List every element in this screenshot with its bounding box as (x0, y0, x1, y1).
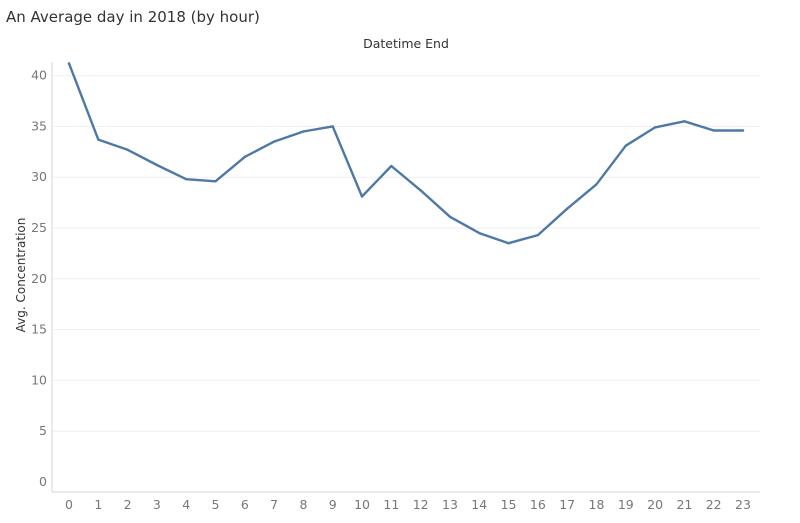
x-tick-label: 12 (413, 497, 429, 512)
y-tick-label: 25 (31, 220, 47, 235)
x-tick-label: 1 (94, 497, 102, 512)
data-point (683, 120, 686, 123)
data-point (67, 62, 71, 65)
data-point (360, 195, 364, 198)
x-tick-label: 21 (676, 497, 692, 512)
data-point (390, 164, 393, 168)
data-point (712, 129, 715, 132)
y-tick-label: 10 (31, 372, 47, 387)
x-tick-label: 2 (124, 497, 132, 512)
x-tick-label: 8 (299, 497, 307, 512)
data-point (155, 163, 159, 167)
x-tick-label: 6 (241, 497, 249, 512)
x-tick-label: 18 (589, 497, 605, 512)
data-point (302, 130, 305, 133)
x-tick-label: 17 (559, 497, 575, 512)
x-tick-label: 16 (530, 497, 546, 512)
x-tick-label: 15 (501, 497, 517, 512)
chart-title: An Average day in 2018 (by hour) (6, 8, 260, 26)
x-tick-label: 5 (212, 497, 220, 512)
data-point (185, 178, 188, 181)
data-point (741, 129, 745, 132)
data-point (126, 148, 129, 151)
data-point (478, 231, 481, 235)
y-tick-label: 5 (39, 423, 47, 438)
x-tick-label: 10 (354, 497, 370, 512)
y-tick-label: 20 (31, 271, 47, 286)
axes (51, 62, 760, 493)
data-point (419, 189, 422, 192)
x-tick-label: 9 (329, 497, 337, 512)
data-point (653, 126, 657, 129)
x-tick-labels: 0 1 2 3 4 5 6 7 8 9 10 11 12 13 14 15 16 17 18 19 20 21 22 23 (65, 497, 751, 512)
series-line (67, 62, 745, 245)
x-tick-label: 22 (706, 497, 722, 512)
x-tick-label: 14 (471, 497, 487, 512)
data-point (97, 138, 100, 141)
data-point (272, 140, 276, 143)
data-point (331, 125, 334, 128)
x-tick-label: 13 (442, 497, 458, 512)
data-point (243, 155, 247, 159)
data-point (536, 233, 540, 237)
x-tick-label: 11 (383, 497, 399, 512)
y-tick-labels: 0 5 10 15 20 25 30 35 40 (31, 68, 47, 489)
series (67, 62, 745, 245)
y-tick-label: 40 (31, 68, 47, 83)
x-tick-label: 7 (270, 497, 278, 512)
x-tick-label: 19 (618, 497, 634, 512)
y-tick-label: 15 (31, 322, 47, 337)
x-tick-label: 4 (182, 497, 190, 512)
data-point (595, 183, 598, 186)
data-point (565, 207, 569, 210)
data-point (214, 180, 217, 183)
gridlines (52, 75, 760, 432)
y-axis-title: Avg. Concentration (14, 218, 28, 333)
x-tick-label: 3 (153, 497, 161, 512)
y-tick-label: 0 (39, 474, 47, 489)
x-tick-label: 23 (735, 497, 751, 512)
y-tick-label: 30 (31, 169, 47, 184)
data-point (507, 242, 510, 245)
column-header: Datetime End (363, 36, 449, 51)
data-point (448, 215, 452, 219)
x-tick-label: 20 (647, 497, 663, 512)
x-tick-label: 0 (65, 497, 73, 512)
y-tick-label: 35 (31, 118, 47, 133)
data-point (624, 144, 627, 147)
